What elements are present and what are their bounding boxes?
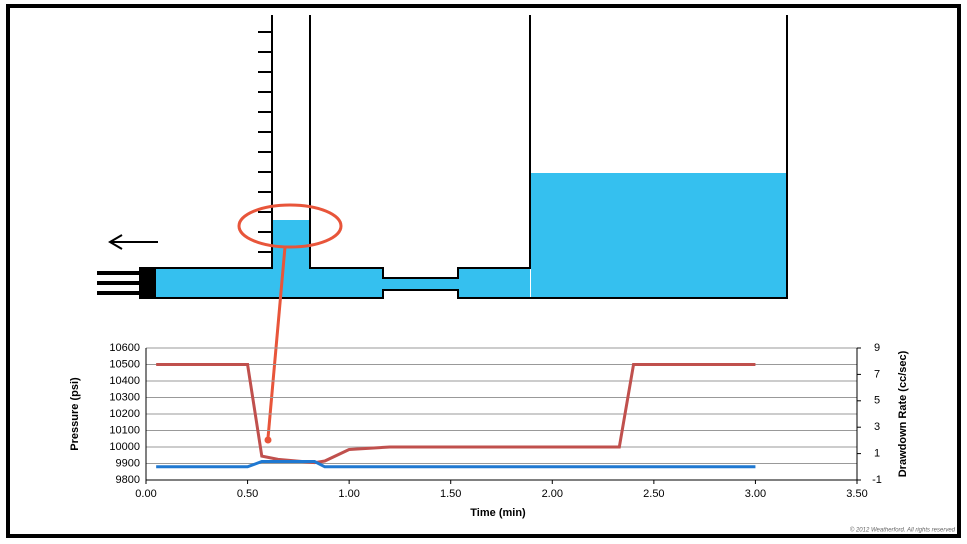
x-tick-label: 0.00 — [135, 488, 156, 500]
series-line — [156, 363, 756, 465]
y-tick-label: 10500 — [109, 358, 140, 370]
x-tick-label: 1.50 — [440, 488, 461, 500]
y2-tick-label: 5 — [874, 395, 880, 407]
y-tick-label: 10300 — [109, 391, 140, 403]
y-axis-label: Pressure (psi) — [69, 377, 81, 451]
y-tick-label: 10600 — [109, 342, 140, 354]
x-tick-label: 1.00 — [338, 488, 359, 500]
x-tick-label: 0.50 — [237, 488, 258, 500]
x-tick-label: 3.50 — [846, 488, 867, 500]
y-tick-label: 10200 — [109, 408, 140, 420]
y2-tick-label: 9 — [874, 342, 880, 354]
x-tick-label: 2.50 — [643, 488, 664, 500]
y-tick-label: 9900 — [116, 457, 140, 469]
y-tick-label: 10100 — [109, 424, 140, 436]
series-line — [156, 460, 756, 469]
y-tick-label: 9800 — [116, 474, 140, 486]
y2-tick-label: 1 — [874, 448, 880, 460]
x-tick-label: 2.00 — [542, 488, 563, 500]
schematic — [97, 15, 788, 444]
x-tick-label: 3.00 — [745, 488, 766, 500]
y2-tick-label: 3 — [874, 421, 880, 433]
y-tick-label: 10400 — [109, 375, 140, 387]
y2-axis-label: Drawdown Rate (cc/sec) — [897, 350, 909, 477]
axes — [145, 348, 858, 481]
y-tick-label: 10000 — [109, 441, 140, 453]
footnote: © 2012 Weatherford. All rights reserved — [850, 527, 956, 534]
x-axis-label: Time (min) — [470, 507, 526, 519]
y2-tick-label: 7 — [874, 368, 880, 380]
y2-tick-label: -1 — [872, 474, 882, 486]
